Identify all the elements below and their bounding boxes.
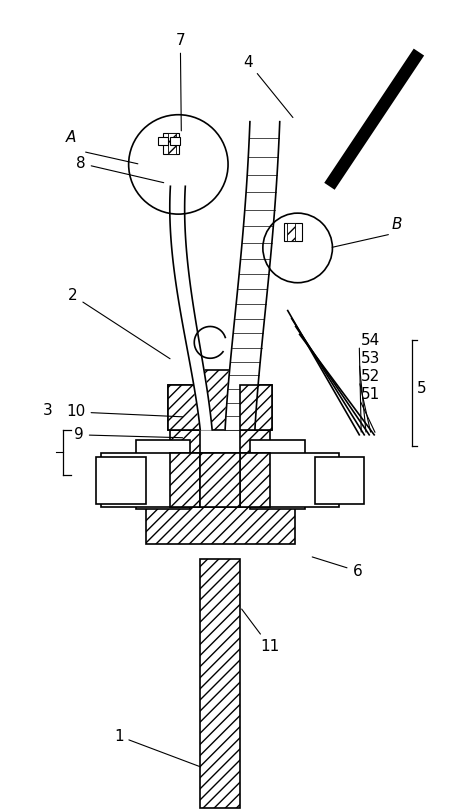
Bar [240, 385, 272, 430]
Bar [101, 453, 339, 508]
Bar [240, 453, 270, 508]
Text: 7: 7 [175, 32, 185, 131]
Bar [240, 430, 270, 490]
Text: 54: 54 [361, 333, 381, 349]
Text: 9: 9 [74, 427, 182, 442]
Bar [315, 457, 364, 504]
Bar [200, 453, 240, 508]
Bar [287, 223, 295, 241]
Polygon shape [225, 122, 280, 430]
Bar [158, 136, 168, 144]
Bar [240, 385, 272, 430]
Bar [170, 136, 180, 144]
Text: 51: 51 [361, 387, 381, 402]
Text: 4: 4 [243, 54, 293, 118]
Bar [170, 453, 200, 508]
Bar [284, 223, 301, 241]
Bar [200, 495, 240, 534]
Text: 8: 8 [76, 156, 164, 182]
Text: 5: 5 [417, 381, 427, 396]
Bar [168, 385, 200, 430]
Bar [168, 385, 200, 430]
Text: 2: 2 [68, 288, 170, 358]
Text: 10: 10 [66, 405, 182, 419]
Text: B: B [392, 217, 402, 232]
Bar [168, 133, 176, 154]
Bar [200, 559, 240, 808]
Bar [96, 457, 146, 504]
Bar [200, 370, 240, 430]
Bar [136, 440, 190, 509]
Text: 3: 3 [43, 403, 53, 418]
Text: 53: 53 [361, 351, 381, 367]
Bar [164, 133, 179, 154]
Text: A: A [66, 130, 76, 144]
Text: 52: 52 [361, 369, 381, 384]
Polygon shape [170, 187, 212, 430]
Text: 1: 1 [114, 728, 201, 767]
Bar [146, 500, 295, 544]
Text: 11: 11 [242, 609, 280, 654]
Bar [170, 430, 200, 490]
Text: 6: 6 [312, 557, 362, 578]
Bar [250, 440, 305, 509]
